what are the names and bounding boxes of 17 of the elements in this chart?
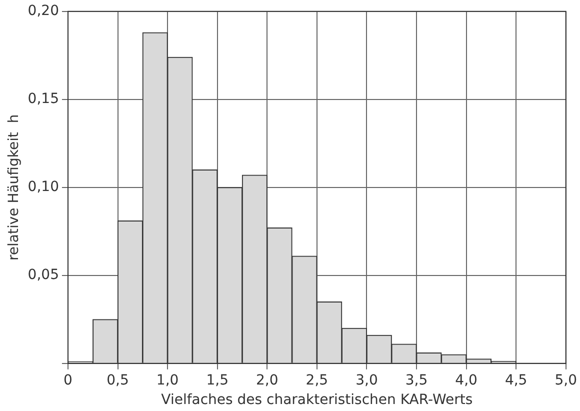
y-tick-label: 0,05 xyxy=(28,267,59,284)
x-tick-label: 2,5 xyxy=(306,372,328,388)
y-tick-label: 0,10 xyxy=(28,179,59,196)
x-axis-title: Vielfaches des charakteristischen KAR-Werts xyxy=(161,392,473,408)
x-tick-label: 0,5 xyxy=(106,372,129,388)
x-tick-label: 4,0 xyxy=(455,372,478,388)
x-tick-label: 5,0 xyxy=(554,372,577,388)
x-tick-label: 4,5 xyxy=(504,372,528,388)
x-tick-label: 3,0 xyxy=(356,372,378,388)
x-tick-label: 1,0 xyxy=(156,372,179,388)
x-tick-label: 2,0 xyxy=(256,372,278,388)
y-tick-label: 0,20 xyxy=(28,3,59,20)
x-tick-label: 1,5 xyxy=(206,372,228,388)
y-axis-title: relative Häufigkeit h xyxy=(6,114,22,261)
y-tick-label: 0,15 xyxy=(28,91,59,108)
x-tick-label: 0 xyxy=(64,372,72,388)
x-tick-label: 3,5 xyxy=(405,372,428,388)
